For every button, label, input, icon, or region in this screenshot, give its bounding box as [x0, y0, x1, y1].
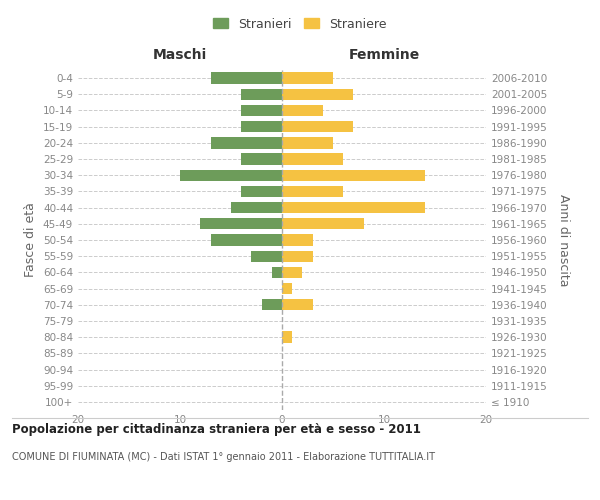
Bar: [282, 105, 323, 116]
Bar: [282, 283, 292, 294]
Y-axis label: Anni di nascita: Anni di nascita: [557, 194, 570, 286]
Bar: [282, 332, 292, 343]
Y-axis label: Fasce di età: Fasce di età: [25, 202, 37, 278]
Bar: [241, 186, 282, 197]
Bar: [282, 137, 333, 148]
Legend: Stranieri, Straniere: Stranieri, Straniere: [207, 11, 393, 37]
Bar: [272, 266, 282, 278]
Bar: [282, 250, 313, 262]
Bar: [282, 266, 302, 278]
Bar: [211, 137, 282, 148]
Bar: [282, 72, 333, 84]
Bar: [251, 250, 282, 262]
Bar: [282, 154, 343, 164]
Bar: [241, 121, 282, 132]
Bar: [282, 234, 313, 246]
Bar: [241, 88, 282, 100]
Bar: [211, 234, 282, 246]
Text: COMUNE DI FIUMINATA (MC) - Dati ISTAT 1° gennaio 2011 - Elaborazione TUTTITALIA.: COMUNE DI FIUMINATA (MC) - Dati ISTAT 1°…: [12, 452, 435, 462]
Text: Popolazione per cittadinanza straniera per età e sesso - 2011: Popolazione per cittadinanza straniera p…: [12, 422, 421, 436]
Bar: [211, 72, 282, 84]
Bar: [282, 88, 353, 100]
Bar: [282, 299, 313, 310]
Text: Femmine: Femmine: [349, 48, 419, 62]
Bar: [262, 299, 282, 310]
Text: Maschi: Maschi: [153, 48, 207, 62]
Bar: [231, 202, 282, 213]
Bar: [282, 121, 353, 132]
Bar: [282, 170, 425, 181]
Bar: [241, 105, 282, 116]
Bar: [282, 186, 343, 197]
Bar: [241, 154, 282, 164]
Bar: [282, 218, 364, 230]
Bar: [282, 202, 425, 213]
Bar: [180, 170, 282, 181]
Bar: [200, 218, 282, 230]
